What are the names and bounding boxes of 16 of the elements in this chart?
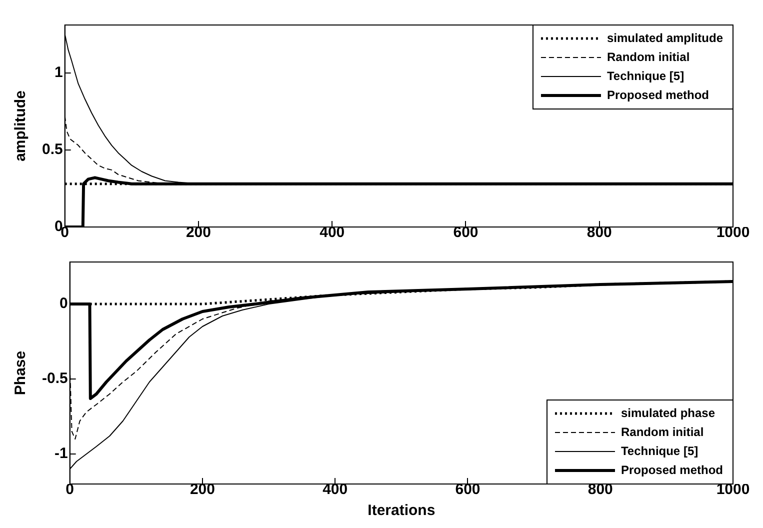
y-tick-label: -1 — [54, 445, 68, 462]
y-tick-label: 0.5 — [42, 141, 63, 158]
legend-label: Proposed method — [606, 88, 709, 102]
y-axis-title: Phase — [12, 350, 30, 396]
legend-label: Technique [5] — [620, 444, 698, 458]
legend-label: Technique [5] — [606, 68, 684, 83]
y-axis-title: amplitude — [12, 90, 30, 162]
legend-label: simulated phase — [620, 406, 716, 420]
legend-label: Random initial — [620, 424, 704, 439]
legend-label: simulated amplitude — [606, 30, 724, 45]
y-tick-label: 1 — [54, 64, 63, 81]
y-tick-label: 0 — [60, 295, 68, 312]
y-tick-label: -0.5 — [42, 370, 68, 388]
legend-label: Random initial — [606, 50, 690, 64]
x-axis-title: Iterations — [368, 502, 436, 520]
legend-label: Proposed method — [620, 462, 724, 477]
